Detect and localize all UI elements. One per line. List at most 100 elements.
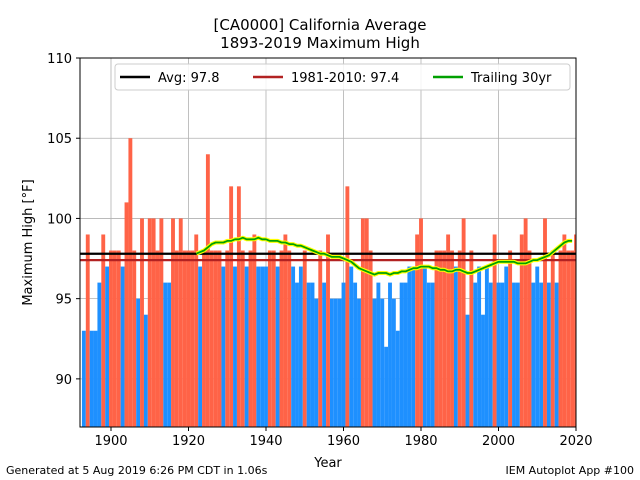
bar — [403, 282, 408, 427]
bar — [512, 282, 516, 427]
bar — [605, 186, 609, 427]
x-tick-label: 1960 — [327, 434, 360, 449]
bar — [178, 218, 183, 427]
bar — [496, 282, 501, 427]
bar — [105, 266, 110, 427]
bar — [167, 282, 172, 427]
x-axis-label: Year — [313, 456, 342, 471]
bar — [550, 250, 555, 427]
bar — [101, 234, 106, 427]
bar — [341, 282, 346, 427]
y-tick-label: 90 — [55, 373, 72, 388]
bar — [546, 282, 551, 427]
bar — [492, 234, 497, 427]
bar — [624, 170, 628, 427]
bar — [171, 218, 175, 427]
bar — [613, 251, 617, 427]
bar — [364, 218, 369, 427]
bar — [590, 218, 594, 427]
bar — [419, 218, 423, 427]
bar — [221, 266, 226, 427]
bar — [621, 170, 625, 427]
bar — [461, 218, 466, 427]
bar — [85, 234, 90, 427]
bar — [368, 250, 373, 427]
bar — [554, 282, 559, 427]
bar — [298, 266, 303, 427]
y-tick-label: 95 — [55, 293, 72, 308]
y-tick-label: 110 — [47, 52, 72, 67]
bar — [256, 266, 261, 427]
bar — [252, 234, 257, 427]
bar — [415, 234, 420, 427]
bar — [124, 202, 129, 427]
bar — [267, 250, 272, 427]
plot-frame — [79, 57, 577, 428]
bar — [217, 250, 222, 427]
generated-footer: Generated at 5 Aug 2019 6:26 PM CDT in 1… — [6, 464, 268, 477]
bar — [469, 250, 474, 427]
bar — [450, 250, 454, 427]
bar — [205, 154, 210, 427]
bar — [248, 250, 253, 427]
bar — [558, 250, 563, 427]
bar — [395, 330, 400, 427]
legend-label: Trailing 30yr — [470, 71, 552, 86]
y-axis-label: Maximum High [°F] — [21, 179, 36, 305]
bar — [287, 250, 292, 427]
bar — [523, 218, 528, 427]
bar — [504, 266, 509, 427]
bar — [326, 234, 330, 427]
bar — [380, 298, 385, 427]
bar — [333, 298, 338, 427]
y-tick-label: 100 — [47, 212, 72, 227]
bar — [128, 138, 133, 427]
bar — [174, 250, 179, 427]
bar — [446, 234, 451, 427]
bar — [531, 282, 536, 427]
bar — [515, 282, 520, 427]
bar — [543, 218, 547, 427]
trailing-30yr-line — [195, 236, 573, 276]
bar — [264, 266, 268, 427]
bar — [353, 282, 358, 427]
bar — [306, 282, 311, 427]
bar — [147, 218, 152, 427]
bar — [562, 234, 567, 427]
y-tick-label: 105 — [47, 132, 72, 147]
bar — [93, 330, 98, 427]
chart-title-line1: [CA0000] California Average — [213, 16, 427, 34]
reference-lines — [80, 235, 576, 277]
bar — [372, 298, 377, 427]
bar — [473, 282, 478, 427]
bar — [163, 282, 168, 427]
bar — [399, 282, 404, 427]
bar — [384, 346, 389, 427]
bar — [438, 250, 443, 427]
bar — [151, 218, 156, 427]
x-tick-label: 2020 — [559, 434, 592, 449]
bar — [182, 250, 187, 427]
bar — [609, 170, 613, 427]
bar — [597, 218, 601, 427]
bar — [190, 250, 195, 427]
bar — [225, 250, 230, 427]
bar — [302, 250, 307, 427]
bar — [457, 250, 462, 427]
x-tick-label: 1900 — [94, 434, 127, 449]
bar — [430, 282, 435, 427]
bar — [233, 266, 237, 427]
bar — [508, 250, 513, 427]
bar — [345, 186, 350, 427]
bar — [500, 282, 505, 427]
bar — [465, 314, 470, 427]
bar — [291, 266, 296, 427]
bar — [116, 250, 121, 427]
bar — [617, 202, 621, 427]
bar — [198, 266, 203, 427]
legend: Avg: 97.8 1981-2010: 97.4 Trailing 30yr — [114, 63, 571, 91]
bar — [275, 266, 280, 427]
bar — [120, 266, 125, 427]
bar — [349, 266, 354, 427]
